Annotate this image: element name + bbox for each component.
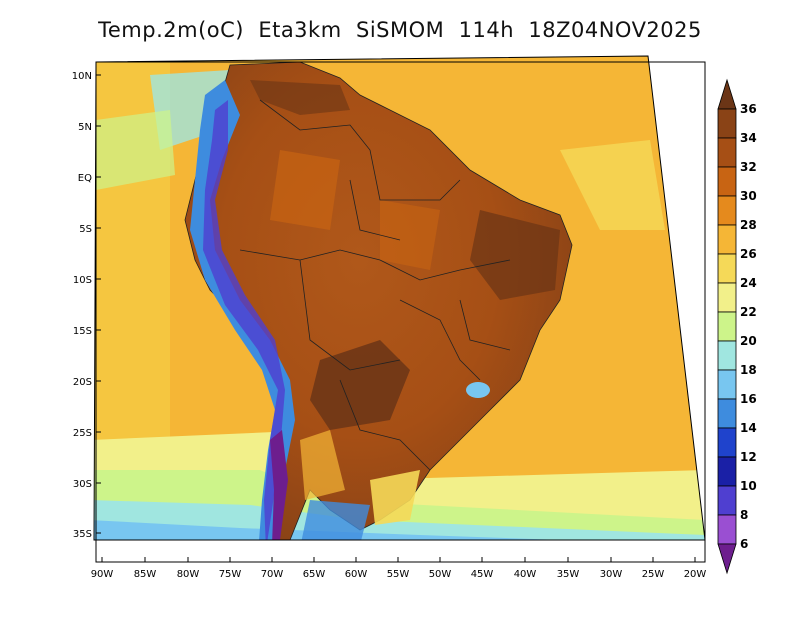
- colorbar-label: 12: [740, 450, 757, 464]
- plot-frame: [95, 61, 706, 563]
- colorbar-label: 26: [740, 247, 757, 261]
- argentina-warm: [300, 430, 345, 500]
- lat-label: 35S: [73, 529, 92, 540]
- lon-label: 35W: [557, 569, 580, 580]
- lon-label: 90W: [91, 569, 114, 580]
- andes-coldest: [270, 430, 288, 540]
- colorbar-box: [717, 311, 737, 342]
- colorbar-box: [717, 485, 737, 516]
- colorbar-box: [717, 108, 737, 139]
- map-title: Temp.2m(oC) Eta3km SiSMOM 114h 18Z04NOV2…: [98, 18, 702, 42]
- longitude-axis: 90W 85W 80W 75W 70W 65W 60W 55W 50W 45W …: [91, 557, 707, 580]
- colorbar-label: 20: [740, 334, 757, 348]
- colorbar-label: 6: [740, 537, 748, 551]
- amazon-patch-2: [380, 200, 440, 270]
- lat-label: 5N: [78, 122, 92, 133]
- lat-label: 5S: [79, 224, 92, 235]
- lon-label: 25W: [642, 569, 665, 580]
- lon-label: 75W: [219, 569, 242, 580]
- lat-label: 25S: [73, 428, 92, 439]
- colorbar-box: [717, 456, 737, 487]
- colorbar-box: [717, 282, 737, 313]
- lon-label: 50W: [429, 569, 452, 580]
- south-ocean-band-4: [94, 520, 705, 540]
- amazon-patch: [270, 150, 340, 230]
- lat-label: EQ: [78, 173, 92, 184]
- lat-label: 20S: [73, 377, 92, 388]
- lon-label: 40W: [514, 569, 537, 580]
- borders: [239, 99, 511, 471]
- hot-core-north: [250, 80, 350, 115]
- colorbar-box: [717, 340, 737, 371]
- model-domain: [94, 56, 705, 540]
- lon-label: 85W: [134, 569, 157, 580]
- lat-label: 10N: [72, 71, 92, 82]
- colorbar-box: [717, 253, 737, 284]
- lon-label: 65W: [303, 569, 326, 580]
- atlantic-cool-patch: [560, 140, 665, 230]
- colorbar-label: 32: [740, 160, 757, 174]
- hot-core-south: [310, 340, 410, 430]
- colorbar-label: 16: [740, 392, 757, 406]
- colorbar-max-arrow: [717, 78, 737, 110]
- hot-core-northeast: [470, 210, 560, 300]
- colorbar-box: [717, 398, 737, 429]
- colorbar-box: [717, 224, 737, 255]
- colorbar-label: 14: [740, 421, 757, 435]
- lon-label: 30W: [600, 569, 623, 580]
- colorbar-label: 28: [740, 218, 757, 232]
- south-brazil-cool: [370, 470, 420, 525]
- colorbar-label: 30: [740, 189, 757, 203]
- southeast-cool-spot: [466, 382, 490, 398]
- lat-label: 10S: [73, 275, 92, 286]
- colorbar-label: 8: [740, 508, 748, 522]
- lon-label: 80W: [177, 569, 200, 580]
- colorbar-box: [717, 195, 737, 226]
- colorbar-label: 24: [740, 276, 757, 290]
- lon-label: 70W: [261, 569, 284, 580]
- colorbar-label: 10: [740, 479, 757, 493]
- colorbar-box: [717, 166, 737, 197]
- colorbar: 36 34 32 30 28 26 24 22 20 18 16 14 12 10 8 6: [717, 78, 757, 575]
- andes-core: [203, 100, 285, 540]
- colorbar-box: [717, 369, 737, 400]
- patagonia-cool: [300, 500, 370, 540]
- colorbar-box: [717, 514, 737, 545]
- colorbar-box: [717, 137, 737, 168]
- colorbar-label: 34: [740, 131, 757, 145]
- colorbar-label: 18: [740, 363, 757, 377]
- colorbar-label: 36: [740, 102, 757, 116]
- colorbar-label: 22: [740, 305, 757, 319]
- colorbar-min-arrow: [717, 543, 737, 575]
- lat-label: 15S: [73, 326, 92, 337]
- pacific-cool-patch-2: [96, 110, 175, 190]
- lon-label: 45W: [471, 569, 494, 580]
- lon-label: 55W: [387, 569, 410, 580]
- lon-label: 20W: [684, 569, 707, 580]
- lon-label: 60W: [345, 569, 368, 580]
- colorbar-box: [717, 427, 737, 458]
- latitude-axis: 10N 5N EQ 5S 10S 15S 20S 25S 30S 35S: [72, 71, 101, 540]
- lat-label: 30S: [73, 479, 92, 490]
